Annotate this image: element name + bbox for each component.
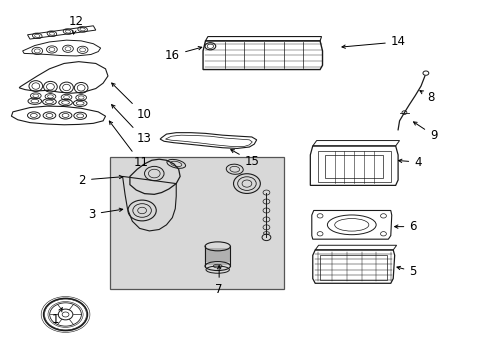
Text: 12: 12 <box>69 15 83 34</box>
FancyBboxPatch shape <box>110 157 283 289</box>
Text: 1: 1 <box>51 307 62 326</box>
Text: 3: 3 <box>88 208 122 221</box>
Text: 13: 13 <box>111 105 151 145</box>
Text: 14: 14 <box>341 35 405 49</box>
Text: 9: 9 <box>413 122 436 142</box>
Text: 7: 7 <box>215 266 223 296</box>
Text: 11: 11 <box>109 121 148 169</box>
Text: 4: 4 <box>398 156 421 168</box>
Text: 5: 5 <box>396 265 416 278</box>
Text: 2: 2 <box>79 174 122 186</box>
Text: 6: 6 <box>394 220 416 233</box>
Text: 10: 10 <box>111 83 151 121</box>
Text: 8: 8 <box>419 91 434 104</box>
Text: 16: 16 <box>165 46 202 62</box>
Text: 15: 15 <box>230 150 259 168</box>
